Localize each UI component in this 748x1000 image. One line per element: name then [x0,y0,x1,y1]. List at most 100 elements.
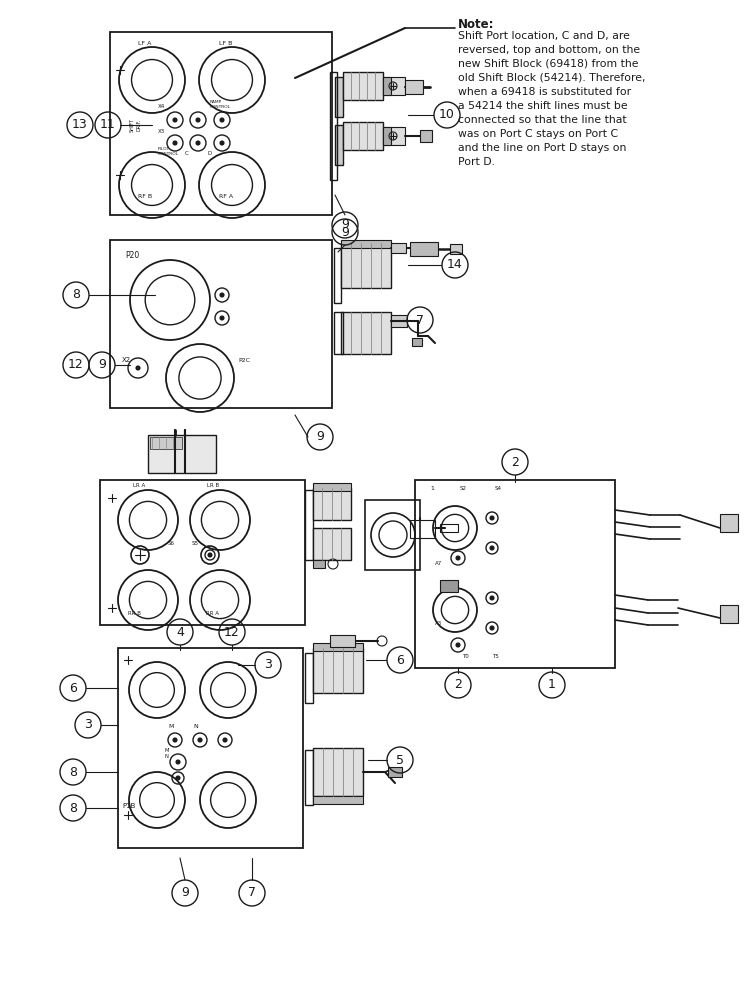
Bar [334,312,343,354]
Bar [313,488,351,520]
Text: LR B: LR B [207,483,219,488]
Text: RF B: RF B [138,194,152,199]
Circle shape [220,118,224,122]
Text: 12: 12 [68,359,84,371]
Bar [383,77,391,95]
Circle shape [220,316,224,320]
Text: C: C [185,151,188,156]
Text: M
N: M N [165,748,170,759]
Bar [343,122,383,150]
Circle shape [220,141,224,145]
Text: S2: S2 [460,486,467,491]
Bar [343,72,383,100]
Circle shape [490,516,494,520]
Bar [391,243,406,253]
Text: 14: 14 [447,258,463,271]
Bar [335,77,343,117]
Circle shape [490,596,494,600]
Text: 9: 9 [341,226,349,238]
Bar [450,244,462,254]
Text: A7: A7 [435,561,442,566]
Bar [334,248,341,303]
Bar [305,490,313,560]
Text: Shift Port location, C and D, are
reversed, top and bottom, on the
new Shift Blo: Shift Port location, C and D, are revers… [458,31,646,167]
Circle shape [490,546,494,550]
Bar [420,130,432,142]
Text: 5: 5 [396,754,404,766]
Bar [383,127,405,145]
Circle shape [220,293,224,297]
Text: 2: 2 [511,456,519,468]
Text: 9: 9 [98,359,106,371]
Text: 3: 3 [264,658,272,672]
Bar [313,748,363,796]
Text: 8: 8 [69,802,77,814]
Text: 12: 12 [224,626,240,639]
Text: 9: 9 [181,886,189,900]
Text: D: D [208,151,212,156]
Bar [383,127,391,145]
Text: T5: T5 [492,654,499,659]
Bar [410,242,438,256]
Text: 9: 9 [316,430,324,444]
Text: A3: A3 [435,621,442,626]
Text: Note:: Note: [458,18,494,31]
Text: RR A: RR A [206,611,219,616]
Circle shape [456,556,460,560]
Circle shape [490,626,494,630]
Text: 9: 9 [341,219,349,232]
Circle shape [208,553,212,557]
Bar [313,560,325,568]
Text: X4: X4 [158,104,165,109]
Text: RAMP
CONTROL: RAMP CONTROL [210,100,231,109]
Bar [313,648,363,693]
Bar [100,480,305,625]
Bar [365,500,420,570]
Text: X3: X3 [158,129,165,134]
Text: S4: S4 [495,486,502,491]
Circle shape [173,141,177,145]
Text: LF B: LF B [219,41,233,46]
Text: 1: 1 [548,678,556,692]
Text: X2: X2 [122,357,131,363]
Circle shape [196,118,200,122]
Bar [313,528,351,560]
Text: T0: T0 [462,654,469,659]
Bar [440,524,458,532]
Text: 10: 10 [439,108,455,121]
Text: 1: 1 [430,486,434,491]
Text: DRIF.: DRIF. [137,119,142,131]
Bar [110,240,332,408]
Bar [148,435,216,473]
Text: 6: 6 [396,654,404,666]
Bar [391,315,407,327]
Bar [330,72,337,180]
Circle shape [223,738,227,742]
Bar [720,605,738,623]
Text: P2C: P2C [238,358,250,363]
Text: 4: 4 [176,626,184,639]
Bar [110,32,332,215]
Bar [341,312,391,354]
Bar [341,243,391,288]
Text: 3: 3 [84,718,92,732]
Bar [405,80,423,94]
Text: RR B: RR B [128,611,141,616]
Bar [410,520,435,538]
Text: RF A: RF A [219,194,233,199]
Text: N: N [193,724,197,729]
Bar [118,648,303,848]
Bar [313,643,363,651]
Text: PILOT
CONTROL: PILOT CONTROL [158,147,179,156]
Bar [341,240,391,248]
Bar [305,750,313,805]
Bar [313,483,351,491]
Text: LR A: LR A [133,483,145,488]
Circle shape [173,738,177,742]
Bar [383,77,405,95]
Text: 7: 7 [416,314,424,326]
Text: P1B: P1B [122,803,135,809]
Circle shape [136,366,140,370]
Circle shape [176,760,180,764]
Bar [720,514,738,532]
